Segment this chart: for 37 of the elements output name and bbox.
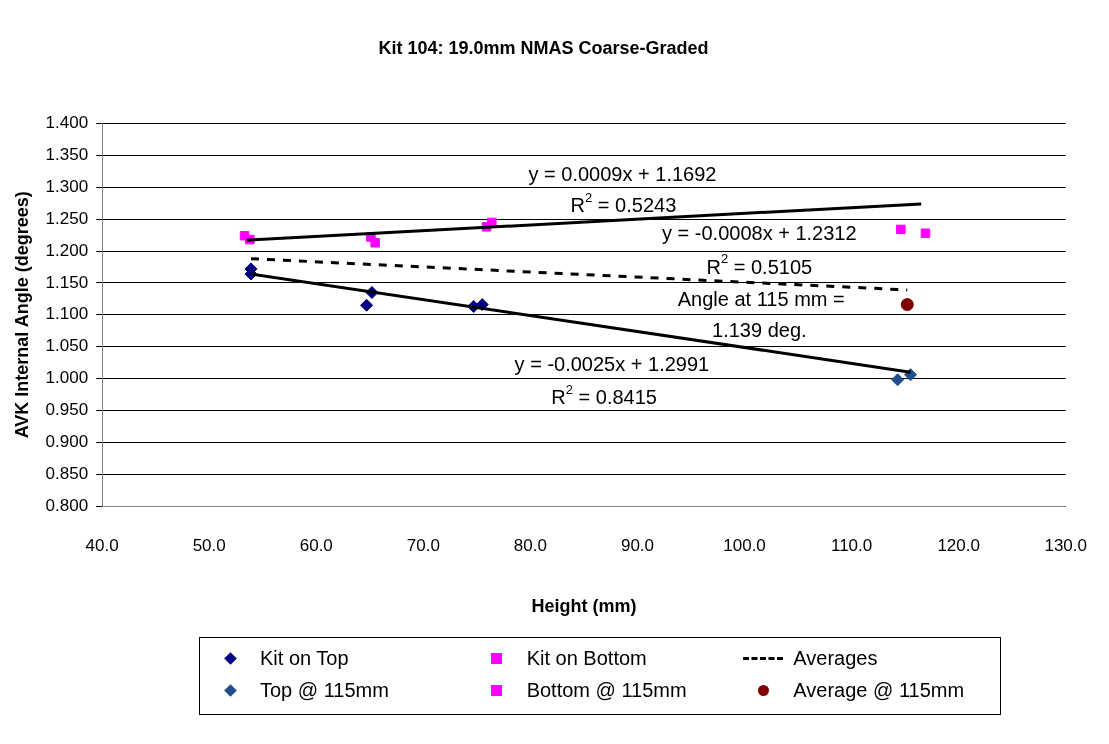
legend-label: Average @ 115mm bbox=[793, 678, 965, 702]
y-axis-title: AVK Internal Angle (degrees) bbox=[11, 191, 32, 439]
x-axis-title: Height (mm) bbox=[531, 596, 637, 617]
y-tick-label: 0.800 bbox=[45, 495, 89, 515]
x-tick-label: 60.0 bbox=[299, 535, 333, 555]
y-tick-label: 0.950 bbox=[45, 400, 89, 420]
x-tick-label: 100.0 bbox=[723, 535, 766, 555]
x-tick-label: 130.0 bbox=[1044, 535, 1087, 555]
annotation: y = 0.0009x + 1.1692 bbox=[528, 162, 717, 185]
y-tick-label: 1.100 bbox=[45, 304, 89, 324]
y-tick-label: 1.200 bbox=[45, 240, 89, 260]
y-tick-label: 1.300 bbox=[45, 177, 89, 197]
y-tick-label: 1.150 bbox=[45, 272, 89, 292]
x-tick-label: 110.0 bbox=[830, 535, 873, 555]
y-tick-label: 1.250 bbox=[45, 208, 89, 228]
x-tick-label: 70.0 bbox=[406, 535, 440, 555]
y-tick-label: 1.350 bbox=[45, 145, 89, 165]
y-tick-label: 1.400 bbox=[45, 113, 89, 133]
y-tick-label: 1.050 bbox=[45, 336, 89, 356]
legend-label: Averages bbox=[793, 646, 878, 670]
y-tick-label: 0.850 bbox=[45, 463, 89, 483]
x-tick-label: 40.0 bbox=[85, 535, 119, 555]
chart-title: Kit 104: 19.0mm NMAS Coarse-Graded bbox=[378, 37, 709, 58]
x-tick-label: 50.0 bbox=[192, 535, 226, 555]
annotation: Angle at 115 mm = bbox=[677, 287, 845, 310]
annotation: 1.139 deg. bbox=[712, 318, 807, 341]
x-tick-label: 120.0 bbox=[937, 535, 980, 555]
y-tick-label: 1.000 bbox=[45, 368, 89, 388]
x-tick-label: 80.0 bbox=[513, 535, 547, 555]
legend-label: Bottom @ 115mm bbox=[526, 678, 687, 702]
legend-label: Kit on Bottom bbox=[526, 646, 647, 670]
legend-label: Top @ 115mm bbox=[260, 678, 389, 702]
annotation: y = -0.0008x + 1.2312 bbox=[662, 222, 857, 245]
y-tick-label: 0.900 bbox=[45, 431, 89, 451]
annotation: y = -0.0025x + 1.2991 bbox=[514, 352, 710, 375]
legend-label: Kit on Top bbox=[260, 646, 349, 670]
x-tick-label: 90.0 bbox=[620, 535, 655, 555]
